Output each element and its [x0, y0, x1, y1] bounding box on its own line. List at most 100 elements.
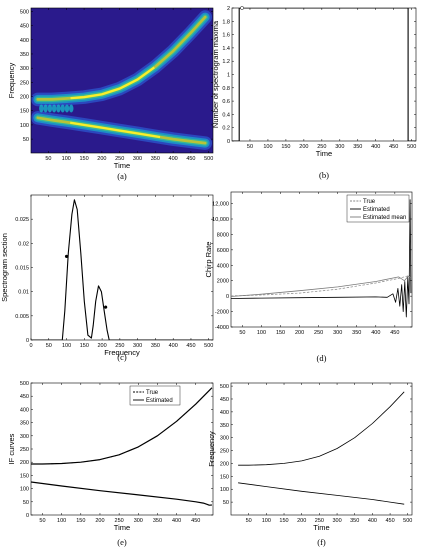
legend-entry: Estimated	[363, 207, 390, 213]
x-axis-label: Time	[313, 523, 329, 532]
y-tick-label: 0.2	[222, 126, 230, 132]
y-tick-label: 250	[220, 449, 229, 455]
y-tick-label: 1	[227, 73, 230, 79]
y-tick-label: 300	[220, 436, 229, 442]
y-tick-label: 1.6	[222, 33, 230, 39]
y-tick-label: 200	[20, 95, 29, 101]
x-tick-label: 50	[239, 330, 245, 336]
y-axis-label: Frequency	[7, 63, 16, 99]
y-axis-label: Frequency	[207, 431, 216, 467]
chart-panel-b: 50 100 150 200 250 300 350 400 450 500 0 0.2 0.4 0.6 0…	[211, 6, 417, 180]
x-tick-label: 400	[368, 518, 377, 524]
series-line-2	[31, 481, 212, 506]
y-tick-label: 50	[223, 500, 229, 506]
x-tick-label: 200	[297, 518, 306, 524]
y-axis-label: Chirp Rate	[204, 242, 213, 278]
y-tick-label: 400	[20, 407, 29, 413]
y-tick-label: 200	[220, 461, 229, 467]
x-tick-label: 500	[407, 144, 416, 150]
x-tick-label: 200	[95, 518, 104, 524]
series-group	[31, 199, 213, 340]
chart-panel-c: 0 50 100 150 200 250 300 350 400 450 500 0 0.005 0.01…	[0, 194, 213, 362]
x-tick-label: 200	[295, 330, 304, 336]
y-tick-label: 150	[220, 474, 229, 480]
x-tick-label: 500	[204, 343, 213, 349]
x-tick-label: 200	[97, 156, 106, 162]
series-line-1	[238, 482, 405, 505]
y-tick-label: 2000	[217, 279, 229, 285]
heatmap-interference	[69, 104, 74, 113]
x-tick-label: 300	[133, 343, 142, 349]
x-tick-label: 450	[186, 343, 195, 349]
y-tick-label: 12,000	[212, 202, 229, 208]
y-tick-label: 150	[20, 109, 29, 115]
chart-panel-e: 50 100 150 200 250 300 350 400 450 0 50 100 150 200 25…	[7, 381, 214, 547]
x-tick-label: 100	[62, 343, 71, 349]
chart-panel-a: 50 100 150 200 250 300 350 400 450 500 50 100 150 200…	[7, 7, 213, 181]
x-tick-label: 300	[333, 330, 342, 336]
x-tick-label: 300	[133, 156, 142, 162]
y-tick-label: 250	[20, 80, 29, 86]
heatmap-interference	[64, 104, 70, 113]
x-tick-label: 250	[115, 343, 124, 349]
x-tick-label: 50	[39, 518, 45, 524]
y-tick-label: 8000	[217, 232, 229, 238]
panel-caption: (f)	[317, 537, 326, 547]
y-tick-label: 500	[20, 381, 29, 387]
x-tick-label: 400	[169, 343, 178, 349]
y-tick-label: 0.4	[222, 112, 230, 118]
x-tick-label: 300	[134, 518, 143, 524]
axes-frame	[231, 7, 417, 142]
y-tick-label: 0	[226, 294, 229, 300]
heatmap-core-1	[37, 116, 206, 145]
series-line-0	[238, 391, 405, 466]
x-tick-label: 250	[115, 156, 124, 162]
panel-caption: (b)	[319, 170, 329, 180]
x-tick-label: 450	[186, 156, 195, 162]
x-tick-label: 500	[403, 518, 412, 524]
x-axis-label: Time	[114, 523, 130, 532]
y-tick-label: 100	[220, 487, 229, 493]
x-tick-label: 500	[204, 156, 213, 162]
x-tick-label: 300	[332, 518, 341, 524]
x-tick-label: 50	[45, 156, 51, 162]
axes-frame	[230, 382, 413, 516]
y-tick-label: 1.2	[222, 59, 230, 65]
y-tick-label: 0.005	[15, 314, 29, 320]
heatmap-interference	[51, 104, 57, 113]
y-tick-label: 0	[26, 338, 29, 344]
x-tick-label: 150	[276, 330, 285, 336]
x-tick-label: 100	[262, 518, 271, 524]
y-tick-label: 100	[20, 487, 29, 493]
x-tick-label: 200	[299, 144, 308, 150]
y-tick-label: 1.8	[222, 19, 230, 25]
x-tick-label: 300	[335, 144, 344, 150]
x-tick-label: 350	[151, 343, 160, 349]
x-axis-label: Frequency	[104, 348, 140, 357]
y-tick-label: 4000	[217, 263, 229, 269]
y-tick-label: 50	[23, 500, 29, 506]
panel-caption: (d)	[317, 353, 327, 363]
y-tick-label: 100	[20, 123, 29, 129]
x-axis-label: Time	[316, 149, 332, 158]
x-tick-label: 400	[371, 144, 380, 150]
heatmap-ridges	[31, 10, 212, 150]
y-tick-label: 50	[23, 137, 29, 143]
heatmap-interference	[47, 104, 53, 113]
y-tick-label: 400	[220, 410, 229, 416]
y-axis-label: Spectrogram section	[0, 233, 9, 302]
axes-frame	[230, 191, 413, 328]
heatmap-interference	[39, 104, 44, 113]
series-group	[238, 391, 405, 505]
series-line-true	[231, 274, 411, 297]
series-line-true	[31, 387, 213, 465]
data-marker	[240, 6, 244, 10]
x-tick-label: 100	[257, 330, 266, 336]
heatmap-core-0	[37, 16, 207, 101]
legend-entry: Estimated mean	[363, 215, 406, 221]
panel-caption: (a)	[117, 171, 127, 181]
panel-caption: (e)	[117, 537, 127, 547]
x-tick-label: 250	[315, 518, 324, 524]
series-line-estimated-mean	[231, 275, 412, 297]
y-tick-label: 350	[20, 52, 29, 58]
